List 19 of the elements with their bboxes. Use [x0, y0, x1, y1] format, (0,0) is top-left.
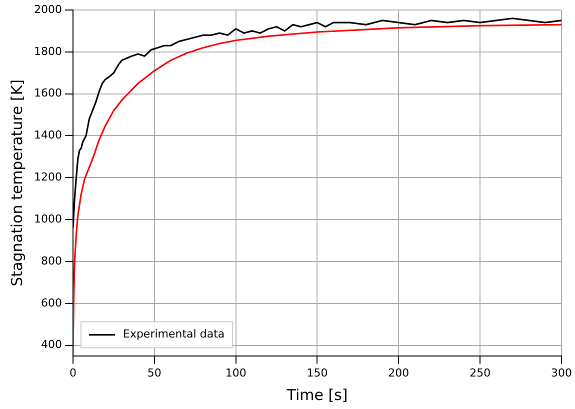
y-tick-label: 1400	[34, 128, 62, 142]
y-tick-label: 1000	[34, 212, 62, 226]
x-tick-label: 200	[388, 366, 410, 380]
y-tick-label: 600	[40, 296, 62, 310]
x-axis-title: Time [s]	[286, 386, 348, 404]
y-tick-label: 1200	[34, 170, 62, 184]
x-tick-label: 150	[306, 366, 328, 380]
y-tick-label: 1800	[34, 44, 62, 58]
x-tick-label: 0	[69, 366, 76, 380]
y-tick-label: 400	[40, 338, 62, 352]
y-axis-title: Stagnation temperature [K]	[8, 79, 26, 286]
y-tick-label: 1600	[34, 86, 62, 100]
x-tick-label: 300	[551, 366, 572, 380]
x-tick-label: 100	[225, 366, 246, 380]
legend-label: Experimental data	[122, 328, 225, 341]
y-tick-label: 2000	[34, 2, 62, 16]
x-tick-label: 250	[470, 366, 491, 380]
x-tick-label: 50	[147, 366, 162, 380]
y-tick-label: 800	[40, 254, 62, 268]
